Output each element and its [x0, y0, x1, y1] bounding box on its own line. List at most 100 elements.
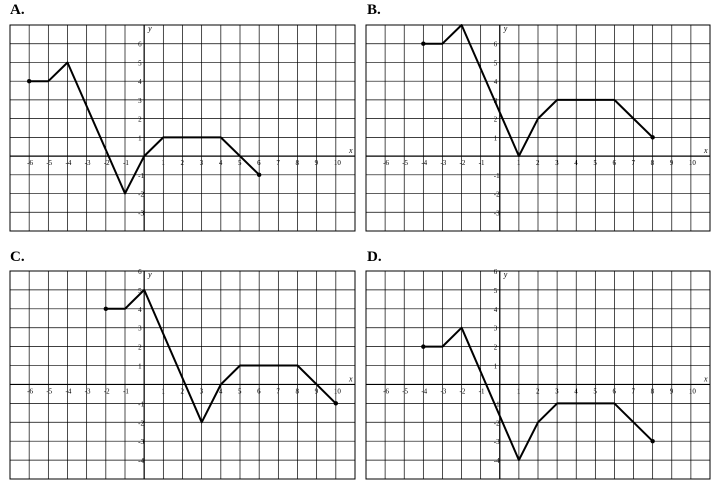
x-tick-label: 5	[593, 387, 597, 395]
x-tick-label: 8	[651, 387, 655, 395]
start-point	[421, 41, 426, 46]
x-tick-label: -5	[46, 159, 52, 167]
x-tick-label: 6	[257, 159, 261, 167]
x-tick-label: -4	[421, 387, 427, 395]
x-tick-label: -4	[421, 159, 427, 167]
x-tick-label: -6	[27, 387, 33, 395]
x-axis-label: x	[703, 374, 708, 383]
x-tick-label: 7	[276, 387, 280, 395]
plot-border	[365, 24, 711, 232]
x-tick-label: 8	[651, 159, 655, 167]
y-tick-label: 6	[138, 41, 142, 49]
panel-label-c: C.	[10, 249, 25, 265]
x-tick-label: 10	[334, 387, 342, 395]
y-tick-label: -3	[138, 438, 144, 446]
x-tick-label: 2	[536, 159, 540, 167]
x-tick-label: 1	[161, 387, 165, 395]
y-tick-label: 3	[494, 325, 498, 333]
x-tick-label: 9	[315, 387, 319, 395]
y-tick-label: 4	[494, 78, 498, 86]
series-line	[29, 61, 260, 195]
y-tick-label: -1	[494, 172, 500, 180]
grid-lines	[9, 24, 356, 232]
x-tick-label: -3	[440, 159, 446, 167]
x-tick-label: -1	[479, 159, 485, 167]
x-tick-label: 7	[632, 387, 636, 395]
y-tick-label: -1	[494, 400, 500, 408]
y-tick-label: -3	[494, 209, 500, 217]
plot-border	[9, 270, 356, 480]
x-tick-label: -5	[402, 159, 408, 167]
y-tick-label: 5	[494, 287, 498, 295]
plot-border	[9, 24, 356, 232]
start-point	[26, 78, 32, 84]
x-tick-label: 4	[219, 159, 223, 167]
grid-lines	[365, 270, 711, 480]
y-tick-label: 2	[494, 344, 498, 352]
x-tick-label: 1	[517, 159, 521, 167]
panel-label-d: D.	[367, 249, 382, 265]
y-tick-label: -3	[138, 209, 144, 217]
x-tick-label: -2	[104, 159, 110, 167]
y-tick-label: 1	[494, 134, 498, 142]
end-point	[650, 135, 655, 140]
x-tick-label: 2	[536, 387, 540, 395]
x-tick-label: 4	[574, 387, 578, 395]
x-tick-label: -4	[66, 387, 72, 395]
y-tick-label: 5	[138, 59, 142, 67]
x-tick-label: 3	[200, 159, 204, 167]
y-tick-label: 2	[138, 116, 142, 124]
x-tick-label: -6	[27, 159, 33, 167]
end-point	[333, 401, 339, 406]
y-tick-label: 6	[138, 268, 142, 276]
y-tick-label: -2	[494, 191, 500, 199]
y-tick-label: 6	[494, 41, 498, 49]
y-axis-label: y	[147, 24, 152, 33]
x-tick-label: -1	[479, 387, 485, 395]
y-tick-label: 2	[494, 116, 498, 124]
x-tick-label: 10	[689, 387, 697, 395]
x-tick-label: 6	[257, 387, 261, 395]
y-tick-label: -2	[138, 419, 144, 427]
y-tick-label: -4	[494, 457, 500, 465]
y-tick-label: 3	[138, 325, 142, 333]
x-tick-label: -3	[85, 159, 91, 167]
x-tick-label: 2	[181, 159, 185, 167]
y-axis-label: y	[147, 270, 152, 279]
x-tick-label: 5	[593, 159, 597, 167]
x-tick-label: 7	[632, 159, 636, 167]
y-tick-label: -3	[494, 438, 500, 446]
y-tick-label: 5	[138, 287, 142, 295]
x-tick-label: 10	[689, 159, 697, 167]
panel-label-b: B.	[367, 2, 381, 18]
x-tick-label: -1	[123, 159, 129, 167]
y-tick-label: -2	[138, 191, 144, 199]
y-tick-label: 1	[138, 134, 142, 142]
x-tick-label: 10	[334, 159, 342, 167]
x-tick-label: 4	[219, 387, 223, 395]
panel-label-a: A.	[10, 2, 25, 18]
x-tick-label: 5	[238, 387, 242, 395]
x-tick-label: -5	[402, 387, 408, 395]
x-tick-label: -4	[66, 159, 72, 167]
y-tick-label: -2	[494, 419, 500, 427]
x-tick-label: -3	[440, 387, 446, 395]
start-point	[103, 306, 109, 312]
y-axis-label: y	[503, 270, 508, 279]
y-tick-label: 1	[138, 363, 142, 371]
x-axis-label: x	[348, 374, 353, 383]
x-tick-label: -6	[383, 387, 389, 395]
x-tick-label: 6	[612, 387, 616, 395]
x-tick-label: 1	[161, 159, 165, 167]
x-tick-label: -5	[46, 387, 52, 395]
end-point	[650, 438, 655, 444]
plot-border	[365, 270, 711, 480]
y-tick-label: 5	[494, 59, 498, 67]
x-tick-label: 3	[555, 387, 559, 395]
y-tick-label: 4	[494, 306, 498, 314]
series-line	[105, 288, 337, 424]
end-point	[256, 172, 262, 178]
